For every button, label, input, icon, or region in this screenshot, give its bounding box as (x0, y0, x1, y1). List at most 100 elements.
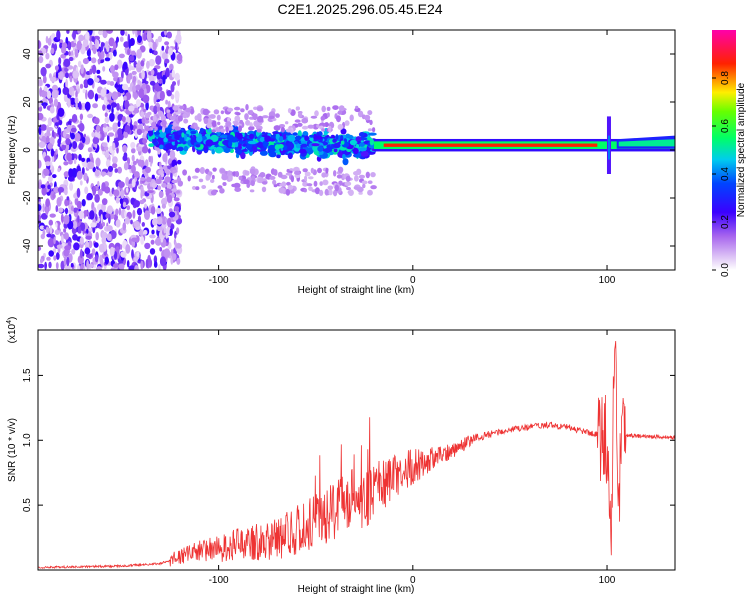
spectrogram-noise-blob (43, 85, 48, 93)
spectrogram-halo-blob (166, 112, 171, 119)
spectrogram-halo-blob (367, 110, 373, 116)
spectrogram-axes: -100 0 100 -40 -20 0 20 40 (22, 29, 675, 286)
spectrogram-halo-blob (213, 109, 220, 115)
spectrogram-noise-blob (130, 141, 136, 149)
spectrogram-noise-blob (58, 57, 62, 65)
spectrogram-halo-blob (268, 115, 275, 120)
spectrogram-halo-blob (161, 119, 167, 127)
spectrogram-noise-blob (78, 34, 84, 42)
spectrogram-noise-blob (94, 77, 100, 83)
spectrogram-band-blob (195, 144, 201, 148)
spectrogram-noise-blob (148, 58, 155, 67)
spectrogram-band-blob (262, 140, 269, 148)
spectrogram-halo-blob (202, 108, 210, 116)
signal-line-widening-core (618, 139, 675, 147)
spectrogram-noise-blob (175, 243, 182, 249)
spectrogram-halo-blob (307, 124, 315, 129)
spectrogram-noise-blob (38, 263, 45, 269)
spectrogram-noise-blob (86, 192, 93, 201)
spectrogram-noise-blob (160, 237, 164, 243)
spectrogram-noise-blob (72, 234, 78, 241)
spectrogram-noise-blob (123, 95, 127, 101)
spectrogram-noise-blob (45, 226, 50, 234)
spectrogram-halo-blob (161, 183, 167, 188)
spectrogram-halo-blob (336, 174, 343, 179)
spectrogram-noise-blob (148, 74, 153, 82)
spectrogram-halo-blob (157, 185, 162, 191)
spectrogram-noise-blob (172, 81, 176, 86)
spectrogram-noise-blob (117, 77, 120, 86)
spectrogram-band-blob (211, 149, 215, 155)
spectrogram-noise-blob (153, 261, 158, 268)
spectrogram-noise-blob (63, 58, 71, 68)
spectrogram-noise-blob (92, 137, 100, 145)
spectrogram-noise-blob (74, 48, 79, 58)
snr-y-tick-label: 1.0 (22, 433, 33, 447)
spectrogram-noise-blob (128, 265, 136, 270)
spectrogram-noise-blob (119, 36, 124, 42)
spectrogram-halo-blob (303, 189, 307, 193)
spectrogram-noise-blob (124, 217, 131, 225)
spectrogram-band-blob (259, 150, 268, 156)
spectrogram-noise-blob (175, 40, 178, 51)
spectrogram-band-blob (333, 142, 341, 149)
spectrogram-noise-blob (135, 99, 141, 107)
spectrogram-noise-blob (57, 167, 61, 173)
spectrogram-noise-blob (136, 158, 139, 164)
spectrogram-noise-blob (163, 227, 167, 234)
spectrogram-noise-blob (94, 194, 100, 203)
spectrogram-halo-blob (145, 166, 151, 174)
spectrogram-band-blob (355, 144, 360, 149)
spectrogram-noise-blob (65, 72, 69, 79)
spectrogram-band-blob (287, 142, 295, 150)
spectrogram-band-blob (208, 146, 217, 151)
spectrogram-band-blob (276, 154, 281, 159)
spectrogram-noise-blob (133, 220, 140, 228)
spectrogram-band-blob (345, 133, 351, 138)
spectrogram-noise-blob (55, 222, 58, 228)
spectrogram-noise-blob (109, 246, 115, 257)
spectrogram-band-blob (323, 132, 328, 136)
spectrogram-noise-blob (60, 260, 65, 270)
snr-panel: -100 0 100 0.5 1.0 1.5 Height of straight lin… (6, 317, 676, 595)
spectrogram-halo-blob (165, 188, 171, 194)
spectrogram-noise-blob (132, 85, 137, 92)
spectrogram-noise-blob (86, 259, 89, 270)
spectrogram-halo-blob (222, 182, 227, 186)
spectrogram-halo-blob (201, 185, 207, 189)
spectrogram-noise-blob (95, 231, 99, 241)
spectrogram-noise-blob (53, 186, 60, 194)
spectrogram-noise-blob (142, 138, 148, 145)
spectrogram-noise-blob (136, 49, 142, 59)
spectrogram-noise-blob (131, 70, 137, 76)
spectrogram-noise-blob (164, 58, 170, 64)
spectrogram-halo-blob (357, 110, 364, 118)
spectrogram-band-blob (278, 136, 284, 142)
spectrogram-halo-blob (353, 171, 360, 176)
spectrogram-noise-blob (85, 235, 92, 240)
spectrogram-band-blob (159, 144, 164, 150)
spectrogram-band-blob (342, 153, 346, 160)
spectrogram-noise-blob (110, 102, 117, 108)
spectrogram-noise-blob (42, 229, 46, 236)
spectrogram-band-blob (214, 146, 224, 154)
spectrogram-noise-blob (49, 225, 53, 234)
spectrogram-noise-blob (43, 104, 47, 109)
spectrogram-noise-blob (92, 166, 96, 173)
spectrogram-noise-blob (151, 174, 155, 179)
spectrogram-halo-blob (261, 186, 267, 193)
spectrogram-noise-blob (74, 132, 81, 142)
spectrogram-noise-blob (63, 257, 67, 267)
spectrogram-halo-blob (151, 121, 157, 129)
spectrogram-halo-blob (249, 189, 255, 193)
spectrogram-x-tick-label: 100 (599, 275, 616, 286)
spectrogram-noise-blob (118, 53, 125, 59)
spectrogram-noise-blob (97, 59, 101, 65)
spectrogram-noise-blob (64, 208, 69, 214)
spectrogram-band-blob (195, 132, 199, 137)
spectrogram-band-blob (240, 152, 246, 160)
spectrogram-noise-blob (80, 248, 83, 259)
spectrogram-halo-blob (225, 126, 229, 133)
spectrogram-noise-blob (95, 157, 101, 167)
spectrogram-halo-blob (140, 111, 145, 118)
